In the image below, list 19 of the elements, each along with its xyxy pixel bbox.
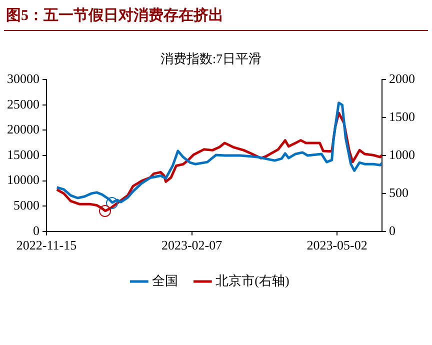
y-tick-label: 5000 [14, 198, 40, 213]
y2-tick-label: 500 [389, 184, 408, 200]
y-tick-label: 0 [33, 222, 40, 238]
chart-subtitle: 消费指数:7日平滑 [160, 51, 262, 66]
y-tick-label: 25000 [7, 96, 40, 112]
y-tick-label: 10000 [7, 172, 40, 188]
x-tick-label: 2023-05-02 [306, 238, 368, 253]
y2-tick-label: 1500 [389, 108, 415, 124]
y2-tick-label: 0 [389, 222, 396, 238]
y2-tick-label: 2000 [389, 71, 415, 86]
y2-tick-label: 1000 [389, 146, 415, 162]
x-tick-label: 2023-02-07 [161, 238, 223, 253]
y-tick-label: 30000 [7, 71, 40, 86]
y-tick-label: 20000 [7, 122, 40, 137]
y-tick-label: 15000 [7, 146, 40, 162]
legend-label: 全国 [152, 272, 178, 288]
x-tick-label: 2022-11-15 [16, 238, 77, 253]
chart-title: 图5：五一节假日对消费存在挤出 [6, 6, 224, 25]
legend-label: 北京市(右轴) [216, 272, 290, 288]
